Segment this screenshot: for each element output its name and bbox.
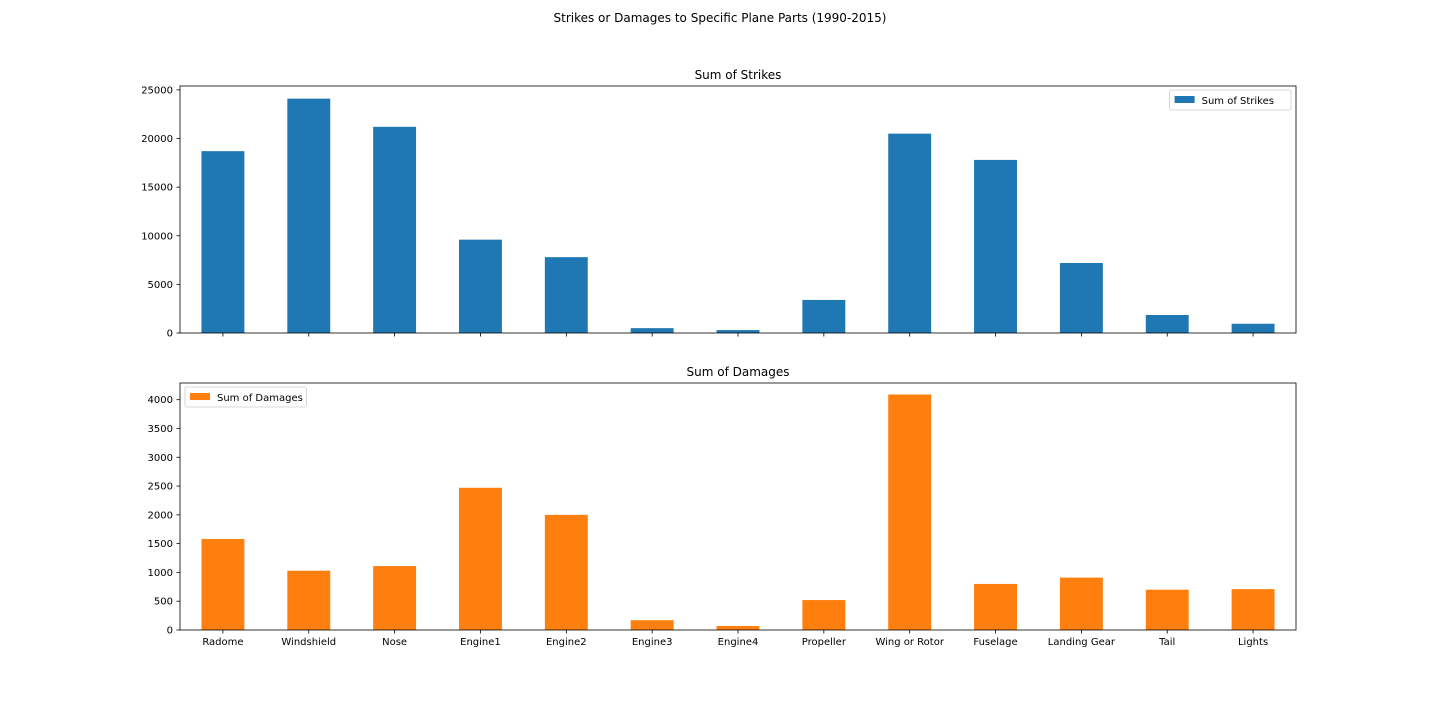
figure-title: Strikes or Damages to Specific Plane Par… <box>553 11 887 25</box>
bar-engine4 <box>716 330 760 333</box>
bar-wing-or-rotor <box>888 394 932 630</box>
bar-fuselage <box>974 159 1017 333</box>
legend-swatch <box>1174 96 1195 103</box>
plot-frame <box>179 382 1297 631</box>
x-tick-label: Propeller <box>802 637 847 648</box>
x-tick-label: Wing or Rotor <box>875 637 944 648</box>
y-tick-label: 10000 <box>141 231 173 242</box>
chart-panel-2: Sum of Damages 0 500 1000 1500 2000 2500 3000 35… <box>148 365 1297 648</box>
x-tick-label: Lights <box>1238 637 1268 648</box>
x-tick-label: Radome <box>202 637 243 648</box>
bar-landing-gear <box>1059 577 1103 630</box>
bar-tail <box>1145 589 1189 630</box>
y-tick-label: 2000 <box>148 510 173 521</box>
bar-tail <box>1145 315 1189 333</box>
bar-engine3 <box>630 620 674 630</box>
x-tick-label: Tail <box>1158 637 1175 648</box>
y-tick-label: 1000 <box>148 568 173 579</box>
x-tick-label: Engine2 <box>546 637 587 648</box>
y-tick-label: 1500 <box>148 539 173 550</box>
y-tick-label: 3500 <box>148 424 173 435</box>
legend: Sum of Damages <box>184 386 307 408</box>
chart-title: Sum of Damages <box>687 365 790 379</box>
chart-title: Sum of Strikes <box>695 68 782 82</box>
y-tick-label: 25000 <box>141 85 173 96</box>
chart-panel-1: Sum of Strikes 0 5000 10000 15000 20000 25000 S… <box>141 68 1297 340</box>
y-tick-label: 15000 <box>141 183 173 194</box>
bar-propeller <box>802 299 846 333</box>
legend-label: Sum of Strikes <box>1202 96 1274 107</box>
x-tick-label: Nose <box>382 637 407 648</box>
x-tick-label: Landing Gear <box>1048 637 1116 648</box>
bar-engine2 <box>544 514 588 630</box>
bar-windshield <box>287 570 331 630</box>
x-tick-label: Engine3 <box>632 637 673 648</box>
y-tick-label: 5000 <box>148 280 173 291</box>
legend-swatch <box>190 393 210 400</box>
bar-radome <box>201 151 245 333</box>
y-tick-label: 500 <box>154 597 173 608</box>
x-tick-label: Fuselage <box>973 637 1017 648</box>
x-tick-label: Engine4 <box>718 637 759 648</box>
bar-fuselage <box>974 583 1017 630</box>
bar-landing-gear <box>1059 262 1103 333</box>
bar-engine1 <box>459 239 502 333</box>
y-tick-label: 3000 <box>148 453 173 464</box>
bar-engine4 <box>716 625 760 630</box>
bar-windshield <box>287 98 331 333</box>
bar-engine1 <box>459 487 502 630</box>
bar-nose <box>373 126 417 333</box>
bar-propeller <box>802 600 846 630</box>
y-tick-label: 20000 <box>141 134 173 145</box>
bar-nose <box>373 566 417 630</box>
plot-frame <box>179 85 1297 334</box>
legend: Sum of Strikes <box>1169 89 1292 111</box>
y-tick-label: 4000 <box>148 395 173 406</box>
legend-box <box>184 386 307 408</box>
bar-engine2 <box>544 257 588 333</box>
y-tick-label: 0 <box>167 329 173 340</box>
legend-box <box>1169 89 1292 111</box>
y-tick-label: 0 <box>167 626 173 637</box>
legend-label: Sum of Damages <box>217 393 303 404</box>
bar-radome <box>201 539 245 630</box>
y-tick-label: 2500 <box>148 482 173 493</box>
bar-lights <box>1231 323 1275 333</box>
bar-wing-or-rotor <box>888 133 932 333</box>
bar-engine3 <box>630 328 674 333</box>
bar-lights <box>1231 589 1275 630</box>
x-tick-label: Windshield <box>281 637 336 648</box>
x-tick-label: Engine1 <box>460 637 501 648</box>
